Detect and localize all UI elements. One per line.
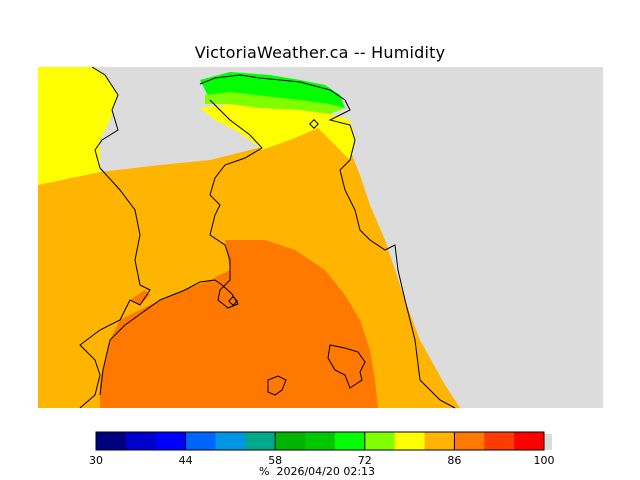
legend-footer: % 2026/04/20 02:13 — [259, 465, 375, 478]
legend-cell — [484, 432, 515, 450]
legend-cell — [275, 432, 306, 450]
coastlines — [79, 66, 456, 409]
legend-tick-label: 100 — [533, 454, 555, 467]
chart-title: VictoriaWeather.ca -- Humidity — [194, 43, 446, 62]
legend-timestamp: 2026/04/20 02:13 — [276, 465, 376, 478]
legend-cell — [245, 432, 276, 450]
legend-tick-label: 44 — [178, 454, 193, 467]
legend-tick-label: 86 — [447, 454, 462, 467]
legend-tick-label: 72 — [357, 454, 372, 467]
legend-cell — [514, 432, 545, 450]
legend-cell — [96, 432, 127, 450]
legend-cell — [424, 432, 455, 450]
legend-cell — [364, 432, 396, 450]
legend-cell — [185, 432, 216, 450]
legend-cell — [215, 432, 246, 450]
legend-tick-label: 30 — [89, 454, 103, 467]
legend-cell — [305, 432, 336, 450]
legend-cell — [394, 432, 426, 450]
legend-cell — [454, 432, 485, 450]
humidity-zone-orange-dark — [100, 240, 378, 408]
legend-tick-label: 58 — [268, 454, 283, 467]
legend-cell — [155, 432, 187, 450]
legend-cell — [125, 432, 157, 450]
humidity-zone-lime — [205, 92, 345, 114]
humidity-zone-yellow-north — [200, 104, 356, 160]
humidity-zone-orange-dark-west — [130, 290, 150, 305]
legend-cell — [334, 432, 366, 450]
humidity-zone-yellow-west — [38, 67, 118, 185]
legend-unit: % — [259, 465, 270, 478]
